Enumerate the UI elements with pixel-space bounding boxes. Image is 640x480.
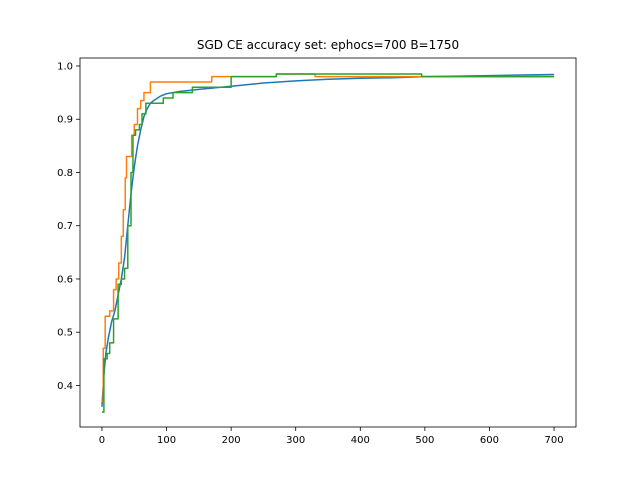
y-tick-label: 0.8	[57, 168, 73, 179]
x-tick-label: 200	[222, 435, 241, 446]
series-line-2	[101, 73, 555, 403]
x-tick-label: 600	[480, 435, 499, 446]
x-tick-label: 300	[286, 435, 305, 446]
ticks-layer: 0 100 200 300 400 500 600 700 0.4 0.5 0.6 0.7 0.8 0.9…	[57, 61, 563, 446]
y-tick-label: 0.5	[57, 328, 73, 339]
y-tick-label: 1.0	[57, 61, 73, 72]
y-tick-label: 0.4	[57, 381, 73, 392]
y-tick-label: 0.9	[57, 115, 73, 126]
y-tick-label: 0.7	[57, 221, 73, 232]
series-line-1	[101, 73, 555, 407]
x-tick-label: 400	[351, 435, 370, 446]
y-tick-label: 0.6	[57, 274, 73, 285]
chart-title: SGD CE accuracy set: ephocs=700 B=1750	[197, 38, 459, 52]
series-line-3	[101, 73, 555, 413]
series-layer	[101, 73, 555, 413]
axes-frame	[79, 57, 577, 428]
x-tick-label: 100	[157, 435, 176, 446]
x-tick-label: 700	[544, 435, 563, 446]
x-tick-label: 500	[415, 435, 434, 446]
x-tick-label: 0	[99, 435, 105, 446]
